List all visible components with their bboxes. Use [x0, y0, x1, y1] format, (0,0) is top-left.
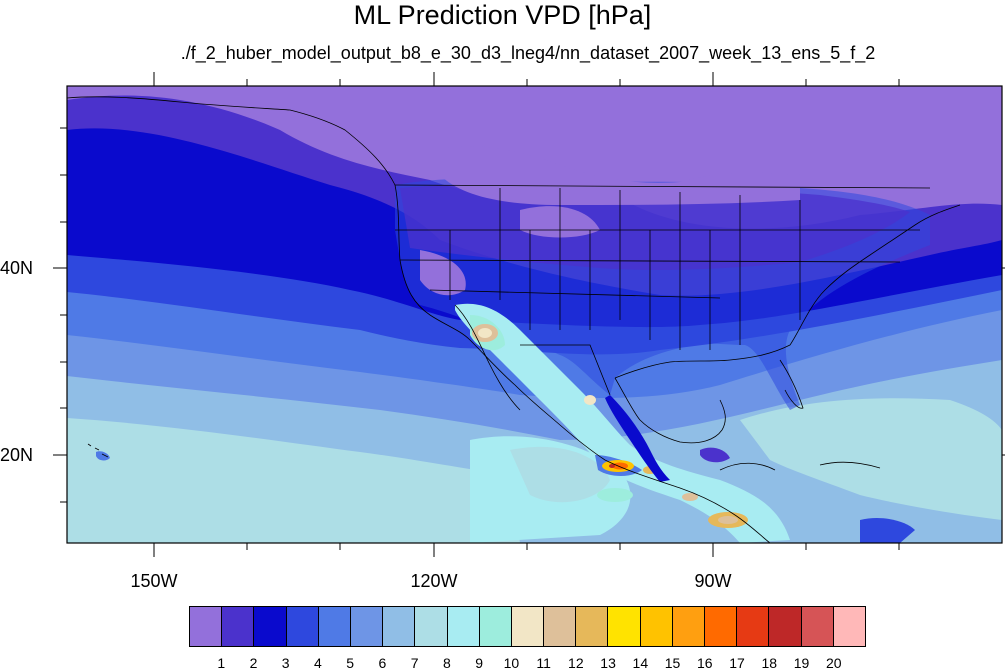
vpd-map [53, 72, 1005, 557]
coastlines [67, 96, 961, 543]
colorbar-swatch [769, 607, 802, 646]
colorbar-swatch [447, 607, 480, 646]
lon-label-90w: 90W [694, 571, 732, 591]
colorbar-tick-label: 3 [281, 655, 290, 671]
colorbar-tick-label: 1 [217, 655, 226, 671]
colorbar-tick-label: 5 [346, 655, 355, 671]
colorbar-swatch [318, 607, 351, 646]
contour-fill [67, 86, 1002, 543]
colorbar-swatch [479, 607, 512, 646]
colorbar-tick-label: 12 [568, 655, 584, 671]
colorbar-tick-label: 17 [729, 655, 745, 671]
colorbar-swatch [254, 607, 287, 646]
colorbar-swatch [383, 607, 416, 646]
colorbar-swatch [190, 607, 223, 646]
plot-subtitle: ./f_2_huber_model_output_b8_e_30_d3_lneg… [180, 43, 876, 63]
colorbar-labels: 1 2 3 4 5 6 7 8 9 10 11 12 13 14 15 16 17 18 19 20 [189, 655, 866, 671]
plot-title: ML Prediction VPD [hPa] [353, 0, 652, 30]
colorbar-tick-label: 9 [475, 655, 484, 671]
colorbar-tick-label: 15 [664, 655, 681, 671]
colorbar-tick-label: 2 [249, 655, 258, 671]
colorbar-tick-label: 18 [761, 655, 778, 671]
colorbar-tick-label: 14 [632, 655, 649, 671]
colorbar-swatch [640, 607, 673, 646]
colorbar [189, 606, 866, 647]
colorbar-swatch [350, 607, 384, 646]
colorbar-swatch [222, 607, 255, 646]
colorbar-swatch [576, 607, 609, 646]
colorbar-swatch [511, 607, 545, 646]
lon-label-150w: 150W [130, 571, 178, 591]
colorbar-tick-label: 11 [536, 655, 551, 671]
lon-label-120w: 120W [410, 571, 458, 591]
colorbar-swatch [415, 607, 448, 646]
colorbar-tick-label: 4 [314, 655, 322, 671]
colorbar-tick-label: 6 [378, 655, 387, 671]
colorbar-tick-label: 20 [825, 655, 842, 671]
colorbar-tick-label: 7 [410, 655, 419, 671]
colorbar-swatch [672, 607, 705, 646]
lat-label-20n: 20N [0, 445, 34, 465]
colorbar-swatch [833, 607, 865, 646]
colorbar-swatch [801, 607, 834, 646]
colorbar-swatch [737, 607, 770, 646]
colorbar-tick-label: 10 [503, 655, 520, 671]
colorbar-swatch [705, 607, 738, 646]
colorbar-tick-label: 16 [697, 655, 713, 671]
lat-label-40n: 40N [0, 258, 34, 278]
colorbar-swatch [286, 607, 319, 646]
colorbar-swatch [608, 607, 641, 646]
colorbar-tick-label: 19 [793, 655, 810, 671]
colorbar-swatch [544, 607, 577, 646]
colorbar-tick-label: 13 [600, 655, 616, 671]
colorbar-tick-label: 8 [442, 655, 451, 671]
